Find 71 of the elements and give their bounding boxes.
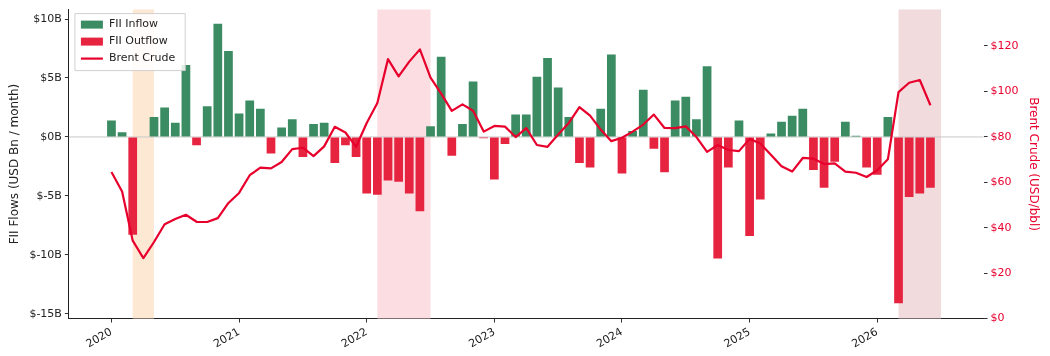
bar xyxy=(192,137,201,146)
bar xyxy=(543,57,552,137)
bar xyxy=(319,122,329,137)
bar xyxy=(170,122,180,137)
bar xyxy=(617,137,627,174)
bar xyxy=(840,121,850,137)
legend-label: FII Outflow xyxy=(108,34,168,48)
bar xyxy=(309,123,318,137)
bar xyxy=(404,137,414,194)
bar xyxy=(234,113,244,137)
bar xyxy=(872,137,882,175)
y-tick-label: $-15B xyxy=(29,306,62,320)
bar xyxy=(702,66,712,137)
y-tick-label: $5B xyxy=(40,70,62,84)
bar xyxy=(894,137,903,304)
y2-tick-label: $60 xyxy=(990,175,1012,189)
y-tick-label: $-10B xyxy=(29,247,62,261)
bar xyxy=(415,137,425,212)
bar xyxy=(341,137,350,146)
bar xyxy=(277,127,286,137)
bar xyxy=(692,119,701,137)
bar xyxy=(383,137,393,181)
bar xyxy=(926,137,935,188)
legend-label: Brent Crude xyxy=(108,51,176,65)
y2-tick-label: $40 xyxy=(990,220,1012,234)
bar xyxy=(777,121,786,137)
y-tick-label: $0B xyxy=(40,129,62,143)
bar xyxy=(830,137,840,162)
bar xyxy=(287,119,297,137)
y2-tick-label: $100 xyxy=(990,84,1019,98)
bar xyxy=(606,54,616,137)
bar xyxy=(500,137,510,145)
y2-tick-label: $120 xyxy=(990,38,1019,52)
bar xyxy=(447,137,457,156)
bar xyxy=(862,137,871,168)
bar xyxy=(734,120,744,137)
bar xyxy=(809,137,818,170)
bar xyxy=(394,137,403,182)
bar xyxy=(660,137,669,173)
y2-tick-label: $20 xyxy=(990,265,1012,279)
y2-axis-title: Brent Crude (USD/bbl) xyxy=(1026,97,1041,231)
legend-label: FII Inflow xyxy=(108,17,159,31)
y-axis-title: FII Flows (USD Bn / month) xyxy=(7,83,22,245)
bar xyxy=(458,123,467,137)
bar xyxy=(723,137,733,168)
y-tick-label: $-5B xyxy=(36,188,62,202)
bar xyxy=(755,137,765,200)
bar xyxy=(128,137,138,235)
y2-tick-label: $80 xyxy=(990,129,1012,143)
bar xyxy=(713,137,723,259)
bar xyxy=(224,50,233,137)
y2-tick-label: $0 xyxy=(990,311,1005,325)
y-tick-label: $10B xyxy=(33,11,62,25)
bar xyxy=(362,137,372,194)
bar xyxy=(330,137,340,163)
bar xyxy=(745,137,754,237)
bar xyxy=(766,133,776,137)
bar xyxy=(585,137,595,168)
bar xyxy=(256,108,265,137)
bar xyxy=(266,137,276,154)
bar xyxy=(245,100,255,137)
bar xyxy=(638,89,648,137)
bar xyxy=(426,126,435,137)
bar xyxy=(107,120,116,137)
bar xyxy=(532,76,542,137)
bar xyxy=(160,107,169,137)
bar xyxy=(372,137,382,195)
bar xyxy=(575,137,584,163)
bar xyxy=(649,137,659,149)
bar xyxy=(489,137,499,180)
bar xyxy=(436,56,446,137)
